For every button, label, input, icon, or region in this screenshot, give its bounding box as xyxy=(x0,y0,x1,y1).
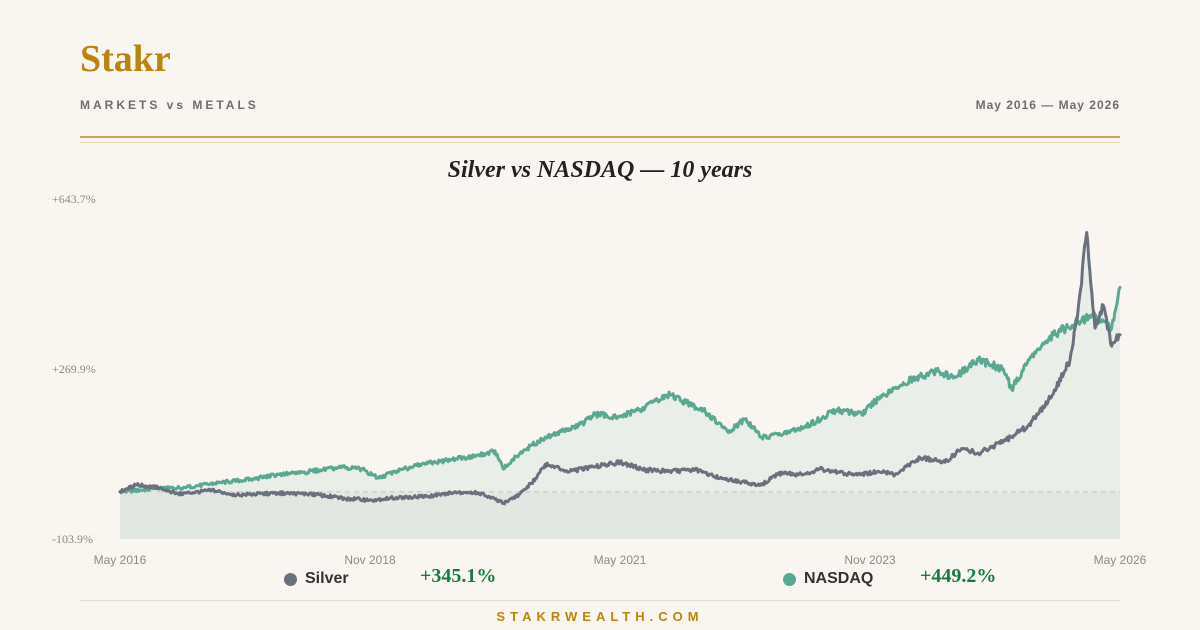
y-tick-label: +269.9% xyxy=(52,362,96,376)
baseline-fill xyxy=(120,491,1120,539)
line-chart: +643.7% +269.9% -103.9%May 2016 Nov 2018 May… xyxy=(52,192,1147,567)
legend-dot-silver xyxy=(284,572,297,586)
series-line-silver xyxy=(118,231,1122,506)
series-line-nasdaq xyxy=(118,286,1122,494)
legend-label-silver: Silver xyxy=(305,570,349,587)
legend-value-nasdaq: +449.2% xyxy=(920,565,997,587)
x-tick-label: May 2016 xyxy=(94,553,147,567)
date-range: May 2016 — May 2026 xyxy=(975,98,1120,112)
area-fill xyxy=(120,232,1120,539)
page-subtitle: MARKETS vs METALS xyxy=(80,98,259,112)
header-divider-thin xyxy=(80,142,1120,143)
brand-logo: Stakr xyxy=(80,38,171,80)
legend-item-silver: Silver xyxy=(284,568,349,590)
legend-value-silver: +345.1% xyxy=(420,565,497,587)
legend-label-nasdaq: NASDAQ xyxy=(804,570,874,587)
y-tick-label: -103.9% xyxy=(52,532,93,546)
x-tick-label: Nov 2018 xyxy=(344,553,396,567)
header-divider xyxy=(80,136,1120,138)
x-tick-label: May 2026 xyxy=(1094,553,1147,567)
x-tick-label: Nov 2023 xyxy=(844,553,896,567)
chart-title: Silver vs NASDAQ — 10 years xyxy=(447,157,753,183)
y-tick-label: +643.7% xyxy=(52,192,96,206)
footer-url: STAKRWEALTH.COM xyxy=(496,609,704,624)
legend-item-nasdaq: NASDAQ xyxy=(783,568,873,590)
footer-divider xyxy=(80,600,1120,601)
legend-dot-nasdaq xyxy=(783,572,796,586)
x-tick-label: May 2021 xyxy=(594,553,647,567)
